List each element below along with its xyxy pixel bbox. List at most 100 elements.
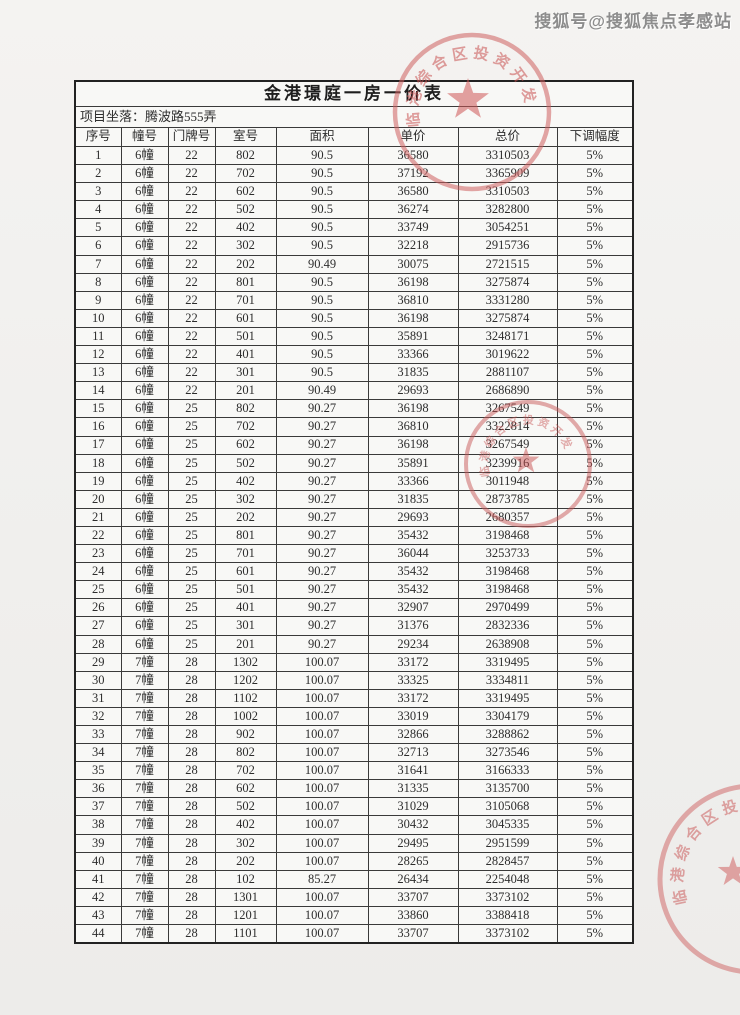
price-table-document: 金港璟庭一房一价表 项目坐落：腾波路555弄 序号 幢号 门牌号 室号 面积 单价 总价 下调… <box>74 80 634 944</box>
column-header: 单价 <box>367 127 459 147</box>
table-cell: 6幢 <box>120 562 169 582</box>
table-row: 6 6幢 22 302 90.5 32218 2915736 5% <box>74 236 634 256</box>
table-cell: 7幢 <box>120 670 169 690</box>
table-cell: 37192 <box>367 164 459 184</box>
table-cell: 22 <box>167 164 216 184</box>
table-cell: 602 <box>214 779 277 799</box>
table-cell: 25 <box>167 544 216 564</box>
table-row: 10 6幢 22 601 90.5 36198 3275874 5% <box>74 308 634 328</box>
table-cell: 7幢 <box>120 833 169 853</box>
table-cell: 5% <box>556 634 634 654</box>
table-cell: 28 <box>167 797 216 817</box>
table-cell: 1002 <box>214 706 277 727</box>
table-cell: 202 <box>214 851 277 871</box>
table-cell: 2686890 <box>457 381 558 401</box>
table-row: 23 6幢 25 701 90.27 36044 3253733 5% <box>74 544 634 564</box>
table-cell: 31376 <box>367 616 459 636</box>
table-cell: 17 <box>74 435 122 455</box>
table-cell: 3045335 <box>457 815 558 835</box>
table-cell: 22 <box>167 272 216 292</box>
table-cell: 25 <box>167 598 216 618</box>
table-cell: 3275874 <box>457 308 558 328</box>
table-cell: 90.27 <box>275 471 369 491</box>
table-cell: 13 <box>74 363 122 383</box>
table-cell: 5% <box>556 616 634 636</box>
column-header: 幢号 <box>120 127 169 147</box>
table-cell: 5% <box>556 290 634 310</box>
table-cell: 90.49 <box>275 381 369 401</box>
table-cell: 25 <box>167 616 216 636</box>
table-cell: 28265 <box>367 851 459 871</box>
table-cell: 90.5 <box>275 272 369 292</box>
table-cell: 3365909 <box>457 164 558 184</box>
table-cell: 1302 <box>214 652 277 672</box>
table-cell: 5% <box>556 851 634 871</box>
table-row: 26 6幢 25 401 90.27 32907 2970499 5% <box>74 598 634 618</box>
table-cell: 25 <box>167 562 216 582</box>
table-cell: 6幢 <box>120 290 169 310</box>
table-cell: 22 <box>167 145 216 166</box>
table-cell: 1201 <box>214 905 277 926</box>
table-cell: 34 <box>74 743 122 763</box>
table-cell: 5% <box>556 381 634 401</box>
table-cell: 502 <box>214 200 277 220</box>
table-cell: 3 <box>74 182 122 202</box>
table-cell: 5% <box>556 182 634 202</box>
table-cell: 6 <box>74 236 122 256</box>
table-row: 15 6幢 25 802 90.27 36198 3267549 5% <box>74 399 634 419</box>
table-row: 34 7幢 28 802 100.07 32713 3273546 5% <box>74 743 634 763</box>
table-cell: 28 <box>167 815 216 835</box>
table-cell: 301 <box>214 616 277 636</box>
table-cell: 26434 <box>367 869 459 889</box>
table-cell: 702 <box>214 761 277 781</box>
table-cell: 2 <box>74 164 122 184</box>
table-cell: 31835 <box>367 489 459 509</box>
table-cell: 90.5 <box>275 200 369 220</box>
table-row: 24 6幢 25 601 90.27 35432 3198468 5% <box>74 562 634 582</box>
table-cell: 12 <box>74 345 122 365</box>
table-cell: 90.5 <box>275 182 369 202</box>
table-cell: 5% <box>556 507 634 527</box>
table-cell: 31335 <box>367 779 459 799</box>
table-cell: 29495 <box>367 833 459 853</box>
table-cell: 3273546 <box>457 743 558 763</box>
table-cell: 601 <box>214 308 277 328</box>
table-cell: 100.07 <box>275 761 369 781</box>
table-cell: 6幢 <box>120 236 169 256</box>
table-cell: 701 <box>214 544 277 564</box>
table-cell: 702 <box>214 417 277 437</box>
table-cell: 3198468 <box>457 525 558 546</box>
table-cell: 28 <box>167 743 216 763</box>
table-cell: 6幢 <box>120 417 169 437</box>
table-cell: 28 <box>167 887 216 907</box>
table-cell: 43 <box>74 905 122 926</box>
table-cell: 3310503 <box>457 145 558 166</box>
table-row: 8 6幢 22 801 90.5 36198 3275874 5% <box>74 272 634 292</box>
table-cell: 701 <box>214 290 277 310</box>
table-cell: 32866 <box>367 724 459 745</box>
table-cell: 33325 <box>367 670 459 690</box>
table-row: 27 6幢 25 301 90.27 31376 2832336 5% <box>74 616 634 636</box>
table-cell: 602 <box>214 182 277 202</box>
table-cell: 3388418 <box>457 905 558 926</box>
table-cell: 801 <box>214 525 277 546</box>
table-cell: 2951599 <box>457 833 558 853</box>
table-cell: 90.5 <box>275 326 369 347</box>
table-cell: 5% <box>556 869 634 889</box>
table-cell: 402 <box>214 471 277 491</box>
table-cell: 3319495 <box>457 688 558 708</box>
table-cell: 90.27 <box>275 417 369 437</box>
table-cell: 7幢 <box>120 887 169 907</box>
table-cell: 2881107 <box>457 363 558 383</box>
table-cell: 6幢 <box>120 218 169 238</box>
table-cell: 6幢 <box>120 616 169 636</box>
table-cell: 5% <box>556 326 634 347</box>
table-cell: 1202 <box>214 670 277 690</box>
table-cell: 201 <box>214 381 277 401</box>
star-icon <box>717 856 740 885</box>
table-cell: 38 <box>74 815 122 835</box>
table-cell: 31029 <box>367 797 459 817</box>
table-cell: 22 <box>74 525 122 546</box>
table-cell: 22 <box>167 345 216 365</box>
table-cell: 90.5 <box>275 236 369 256</box>
